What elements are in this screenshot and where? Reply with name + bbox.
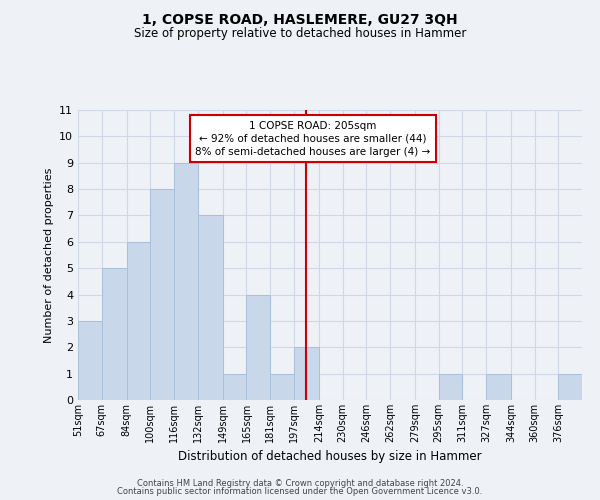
Bar (127, 242, 151, 400)
Text: Contains public sector information licensed under the Open Government Licence v3: Contains public sector information licen… (118, 487, 482, 496)
Text: Contains HM Land Registry data © Crown copyright and database right 2024.: Contains HM Land Registry data © Crown c… (137, 478, 463, 488)
Bar (559, 374, 582, 400)
X-axis label: Distribution of detached houses by size in Hammer: Distribution of detached houses by size … (178, 450, 482, 464)
Bar (174, 162, 198, 400)
Bar (223, 374, 247, 400)
Bar (151, 189, 174, 400)
Bar (439, 374, 462, 400)
Bar (78, 321, 101, 400)
Bar (247, 294, 270, 400)
Bar (270, 374, 294, 400)
Bar (101, 268, 127, 400)
Bar (198, 216, 223, 400)
Y-axis label: Number of detached properties: Number of detached properties (44, 168, 53, 342)
Text: 1, COPSE ROAD, HASLEMERE, GU27 3QH: 1, COPSE ROAD, HASLEMERE, GU27 3QH (142, 12, 458, 26)
Bar (294, 348, 319, 400)
Text: Size of property relative to detached houses in Hammer: Size of property relative to detached ho… (134, 28, 466, 40)
Bar (486, 374, 511, 400)
Text: 1 COPSE ROAD: 205sqm
← 92% of detached houses are smaller (44)
8% of semi-detach: 1 COPSE ROAD: 205sqm ← 92% of detached h… (196, 120, 431, 157)
